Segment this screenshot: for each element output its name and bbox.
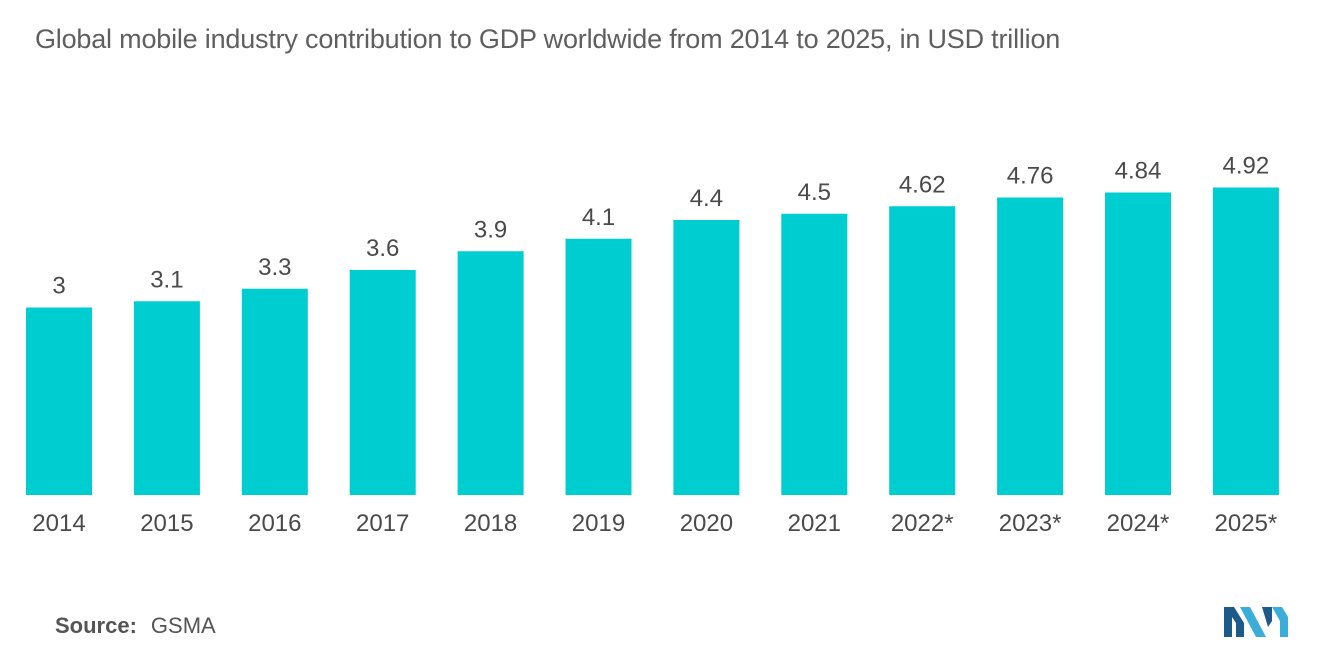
- bar-2016: [241, 288, 308, 495]
- bar-2021: [781, 213, 848, 495]
- data-label: 4.76: [1007, 163, 1054, 190]
- source-label: Source:: [55, 613, 137, 638]
- bar-chart: 3 2014 3.1 2015 3.3 2016 3.6 2017 3.9 2018 4.1 2019…: [26, 153, 1279, 537]
- chart-title: Global mobile industry contribution to G…: [35, 24, 1061, 54]
- x-tick-label: 2016: [248, 510, 301, 537]
- data-label: 4.84: [1115, 158, 1162, 185]
- x-tick-label: 2018: [464, 510, 517, 537]
- bar-2020: [673, 220, 740, 495]
- data-label: 3.6: [366, 235, 399, 262]
- bar-2023: [997, 197, 1064, 495]
- data-label: 4.92: [1223, 153, 1270, 180]
- x-tick-label: 2015: [140, 510, 193, 537]
- bar-2015: [133, 301, 200, 495]
- x-tick-label: 2024*: [1107, 510, 1170, 537]
- x-tick-label: 2023*: [999, 510, 1062, 537]
- data-label: 4.4: [690, 185, 723, 212]
- data-label: 3.9: [474, 216, 507, 243]
- x-tick-label: 2020: [680, 510, 733, 537]
- data-label: 3: [52, 273, 65, 300]
- bar-2019: [565, 238, 632, 495]
- source-line: Source: GSMA: [55, 613, 216, 639]
- bar-2022: [889, 206, 956, 495]
- data-label: 3.1: [150, 266, 183, 293]
- x-tick-label: 2022*: [891, 510, 954, 537]
- data-label: 3.3: [258, 254, 291, 281]
- x-tick-label: 2019: [572, 510, 625, 537]
- bar-2025: [1212, 187, 1279, 495]
- source-value: GSMA: [150, 613, 216, 638]
- data-label: 4.5: [798, 179, 831, 206]
- x-tick-label: 2014: [32, 510, 85, 537]
- bar-2018: [457, 251, 524, 495]
- bar-2017: [349, 270, 416, 495]
- bar-2014: [26, 307, 92, 495]
- data-label: 4.62: [899, 171, 946, 198]
- data-label: 4.1: [582, 204, 615, 231]
- x-tick-label: 2021: [788, 510, 841, 537]
- bar-2024: [1105, 192, 1171, 495]
- x-tick-label: 2025*: [1215, 510, 1278, 537]
- mordor-logo-icon: [1224, 607, 1288, 637]
- x-tick-label: 2017: [356, 510, 409, 537]
